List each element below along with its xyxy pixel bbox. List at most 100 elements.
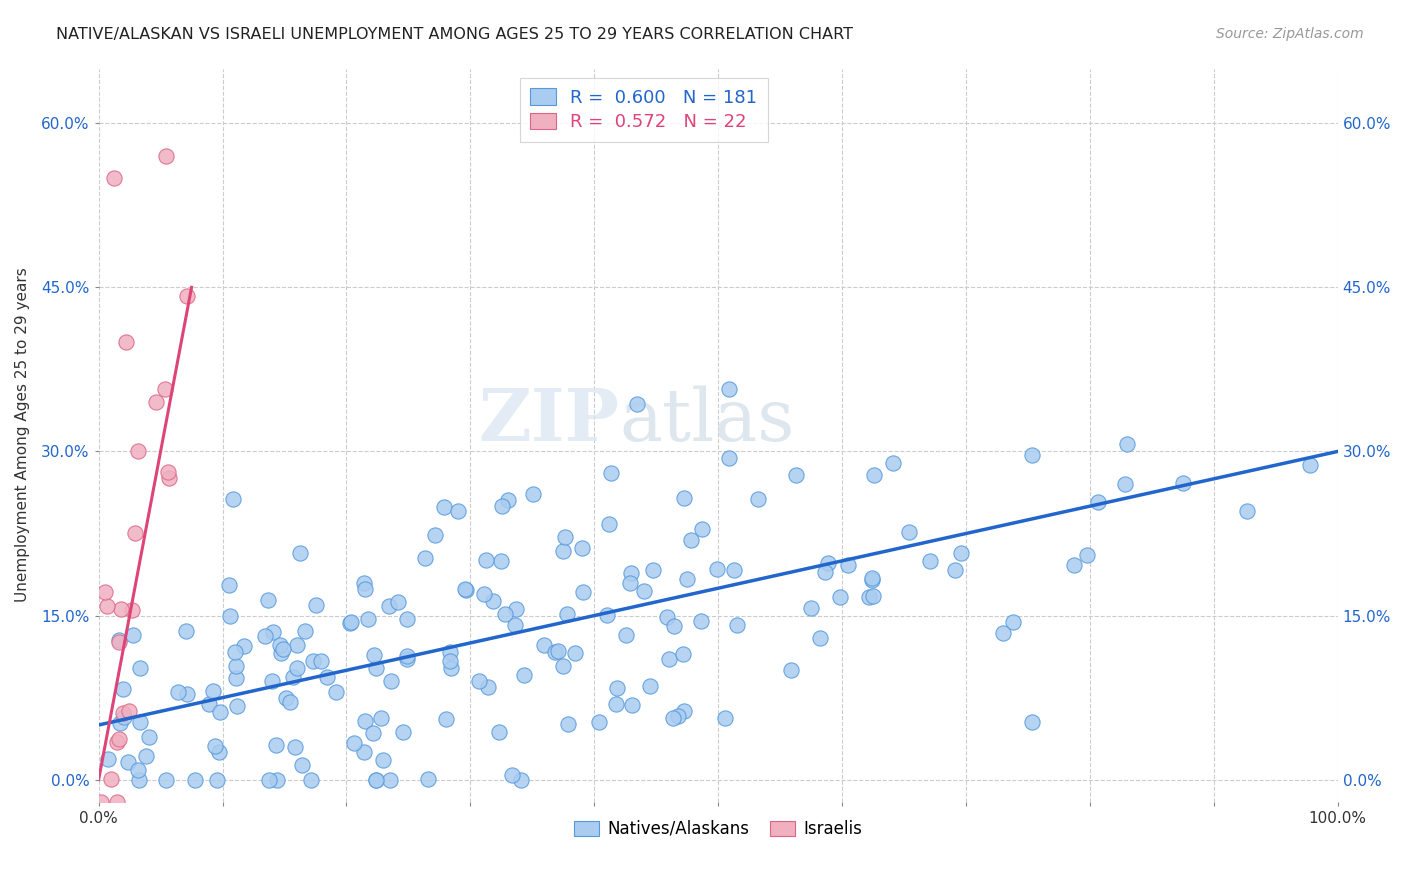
Point — [118, 704, 141, 718]
Point — [679, 533, 702, 548]
Point — [266, 772, 288, 787]
Point — [387, 595, 409, 609]
Point — [218, 578, 240, 592]
Point — [353, 582, 375, 596]
Text: Source: ZipAtlas.com: Source: ZipAtlas.com — [1216, 27, 1364, 41]
Point — [472, 587, 495, 601]
Point — [672, 491, 695, 506]
Point — [433, 500, 456, 515]
Point — [316, 670, 339, 684]
Point — [717, 382, 740, 396]
Point — [97, 752, 120, 766]
Point — [453, 582, 475, 596]
Point — [626, 397, 648, 411]
Point — [370, 711, 392, 725]
Point — [128, 772, 150, 787]
Point — [135, 749, 157, 764]
Point — [129, 714, 152, 729]
Point — [145, 395, 167, 409]
Point — [555, 607, 578, 622]
Point — [378, 772, 401, 787]
Point — [254, 629, 277, 643]
Point — [533, 638, 555, 652]
Point — [225, 672, 247, 686]
Point — [363, 648, 385, 662]
Point — [270, 646, 292, 660]
Point — [571, 541, 593, 555]
Point — [396, 612, 419, 626]
Point — [658, 651, 681, 665]
Point — [1114, 477, 1136, 491]
Point — [416, 772, 439, 786]
Point — [392, 725, 415, 739]
Point — [425, 528, 447, 542]
Point — [510, 772, 533, 787]
Point — [491, 499, 513, 513]
Point — [288, 546, 311, 560]
Point — [155, 772, 177, 787]
Point — [364, 661, 387, 675]
Point — [817, 556, 839, 570]
Point — [110, 602, 132, 616]
Point — [689, 614, 711, 628]
Point — [225, 658, 247, 673]
Point — [605, 698, 627, 712]
Point — [90, 795, 112, 809]
Point — [717, 451, 740, 466]
Point — [676, 572, 699, 586]
Point — [283, 740, 305, 755]
Point — [353, 575, 375, 590]
Point — [662, 619, 685, 633]
Point — [489, 554, 512, 568]
Point — [475, 553, 498, 567]
Point — [456, 583, 478, 598]
Point — [155, 149, 177, 163]
Point — [366, 772, 388, 787]
Point — [256, 592, 278, 607]
Point — [439, 645, 461, 659]
Point — [271, 642, 294, 657]
Point — [224, 645, 246, 659]
Point — [361, 726, 384, 740]
Point — [713, 711, 735, 725]
Point — [167, 685, 190, 699]
Point — [588, 715, 610, 730]
Point — [340, 615, 363, 629]
Point — [897, 524, 920, 539]
Point — [176, 687, 198, 701]
Point — [305, 598, 328, 612]
Point — [481, 593, 503, 607]
Text: ZIP: ZIP — [478, 384, 619, 456]
Point — [860, 571, 883, 585]
Point — [882, 457, 904, 471]
Point — [197, 697, 219, 711]
Y-axis label: Unemployment Among Ages 25 to 29 years: Unemployment Among Ages 25 to 29 years — [15, 268, 30, 602]
Point — [219, 608, 242, 623]
Point — [837, 558, 859, 572]
Point — [554, 531, 576, 545]
Point — [1087, 495, 1109, 509]
Point — [127, 763, 149, 777]
Point — [494, 607, 516, 622]
Point — [477, 680, 499, 694]
Point — [285, 638, 308, 652]
Point — [672, 647, 695, 661]
Point — [121, 628, 143, 642]
Point — [564, 646, 586, 660]
Point — [395, 648, 418, 663]
Point — [257, 772, 280, 787]
Point — [207, 746, 229, 760]
Point — [105, 735, 128, 749]
Point — [285, 661, 308, 675]
Point — [620, 698, 643, 712]
Point — [596, 608, 619, 623]
Point — [858, 590, 880, 604]
Point — [468, 673, 491, 688]
Point — [260, 674, 283, 689]
Point — [808, 632, 831, 646]
Point — [353, 745, 375, 759]
Point — [124, 526, 146, 541]
Point — [127, 444, 149, 458]
Point — [655, 610, 678, 624]
Point — [544, 645, 567, 659]
